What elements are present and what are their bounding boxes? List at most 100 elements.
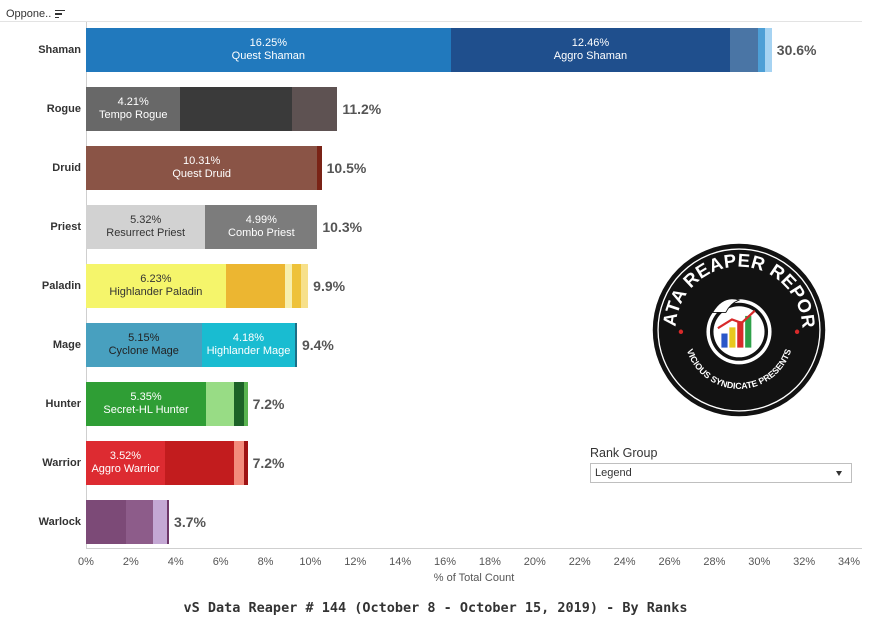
segment-archetype: Secret-HL Hunter (103, 404, 189, 416)
category-label-mage: Mage (52, 339, 81, 351)
bar-segment[interactable] (234, 382, 245, 426)
bar-segment[interactable] (206, 382, 235, 426)
segment-value: 5.35% (130, 391, 162, 403)
bar-segment[interactable] (180, 87, 292, 131)
report-title: vS Data Reaper # 144 (October 8 - Octobe… (183, 600, 688, 616)
segment-label: 5.35% Secret-HL Hunter (86, 382, 206, 426)
bar-segment[interactable] (205, 205, 318, 249)
x-axis-line (86, 548, 862, 549)
x-tick-label: 32% (793, 556, 816, 568)
x-tick-label: 24% (613, 556, 636, 568)
x-tick-label: 4% (167, 556, 184, 568)
segment-value: 16.25% (249, 37, 287, 49)
segment-label: 6.23% Highlander Paladin (86, 264, 226, 308)
segment-value: 4.18% (232, 332, 265, 344)
bar-segment[interactable] (292, 264, 302, 308)
bar-segment[interactable] (291, 87, 338, 131)
x-tick-label: 14% (389, 556, 412, 568)
header-divider (0, 21, 862, 22)
x-tick-label: 20% (523, 556, 546, 568)
segment-archetype: Quest Druid (172, 168, 232, 180)
segment-value: 4.21% (117, 96, 149, 108)
bar-segment[interactable] (86, 146, 318, 190)
bar-segment[interactable] (86, 500, 127, 544)
segment-archetype: Highlander Paladin (109, 286, 203, 298)
segment-label: 4.99% Combo Priest (205, 205, 317, 249)
segment-archetype: Highlander Mage (206, 345, 291, 357)
bar-segment[interactable] (164, 441, 235, 485)
bar-segment[interactable] (244, 441, 248, 485)
segment-label: 16.25% Quest Shaman (86, 28, 451, 72)
segment-value: 12.46% (571, 37, 610, 49)
segment-value: 6.23% (140, 273, 172, 285)
opponent-field-header[interactable]: Oppone.. (6, 8, 66, 20)
bar-segment[interactable] (166, 500, 170, 544)
segment-label: 5.15% Cyclone Mage (86, 323, 202, 367)
x-tick-label: 16% (434, 556, 457, 568)
bar-segment[interactable] (86, 28, 451, 72)
segment-label: 12.46% Aggro Shaman (451, 28, 731, 72)
data-reaper-logo: DATA REAPER REPORT VICIOUS SYNDICATE PRE… (651, 242, 826, 417)
total-label-hunter: 7.2% (252, 396, 285, 412)
segment-label: 3.52% Aggro Warrior (86, 441, 165, 485)
segment-label: 4.18% Highlander Mage (202, 323, 296, 367)
bar-segment[interactable] (730, 28, 759, 72)
x-tick-label: 2% (122, 556, 139, 568)
bar-segment[interactable] (234, 441, 245, 485)
bar-segment[interactable] (86, 323, 202, 367)
bar-segment[interactable] (86, 382, 207, 426)
chevron-down-icon[interactable] (836, 471, 842, 476)
bar-segment[interactable] (450, 28, 731, 72)
bar-segment[interactable] (301, 264, 309, 308)
segment-archetype: Cyclone Mage (108, 345, 179, 357)
x-tick-label: 30% (748, 556, 771, 568)
rank-group-title: Rank Group (590, 446, 658, 460)
x-axis-title: % of Total Count (433, 572, 515, 584)
x-tick-label: 10% (299, 556, 322, 568)
category-label-priest: Priest (50, 221, 81, 233)
bar-segment[interactable] (244, 382, 248, 426)
total-label-mage: 9.4% (301, 337, 334, 353)
total-label-druid: 10.5% (326, 160, 367, 176)
opponent-field-label: Oppone.. (6, 8, 52, 20)
category-label-shaman: Shaman (38, 44, 81, 56)
bar-segment[interactable] (126, 500, 154, 544)
rank-group-dropdown[interactable]: Legend (590, 463, 852, 483)
bar-segment[interactable] (86, 441, 165, 485)
bar-segment[interactable] (86, 264, 226, 308)
category-label-warlock: Warlock (38, 516, 81, 528)
bar-segment[interactable] (765, 28, 772, 72)
segment-archetype: Resurrect Priest (106, 227, 186, 239)
segment-value: 4.99% (245, 214, 277, 226)
segment-value: 5.15% (128, 332, 160, 344)
bar-segment[interactable] (225, 264, 285, 308)
category-label-paladin: Paladin (41, 280, 81, 292)
segment-label: 10.31% Quest Druid (86, 146, 317, 190)
bar-segment[interactable] (317, 146, 322, 190)
segment-archetype: Tempo Rogue (98, 109, 168, 121)
bar-segment[interactable] (758, 28, 766, 72)
bar-segment[interactable] (86, 87, 181, 131)
bar-segment[interactable] (153, 500, 167, 544)
bar-segment[interactable] (295, 323, 297, 367)
total-label-rogue: 11.2% (342, 101, 382, 117)
category-label-hunter: Hunter (45, 398, 81, 410)
total-label-priest: 10.3% (322, 219, 363, 235)
segment-value: 3.52% (109, 450, 142, 462)
segment-value: 10.31% (183, 155, 221, 167)
bar-segment[interactable] (86, 205, 206, 249)
bar-segment[interactable] (201, 323, 296, 367)
segment-value: 5.32% (130, 214, 162, 226)
total-label-warrior: 7.2% (252, 455, 285, 471)
sort-icon[interactable] (55, 9, 66, 19)
x-tick-label: 34% (837, 556, 861, 568)
bar-segment[interactable] (284, 264, 293, 308)
rank-group-selected: Legend (595, 467, 632, 479)
category-label-druid: Druid (52, 162, 81, 174)
segment-archetype: Quest Shaman (231, 50, 306, 62)
x-tick-label: 0% (78, 556, 94, 568)
segment-archetype: Combo Priest (228, 227, 295, 239)
total-label-paladin: 9.9% (313, 278, 346, 294)
total-label-warlock: 3.7% (174, 514, 206, 530)
x-tick-label: 22% (568, 556, 591, 568)
